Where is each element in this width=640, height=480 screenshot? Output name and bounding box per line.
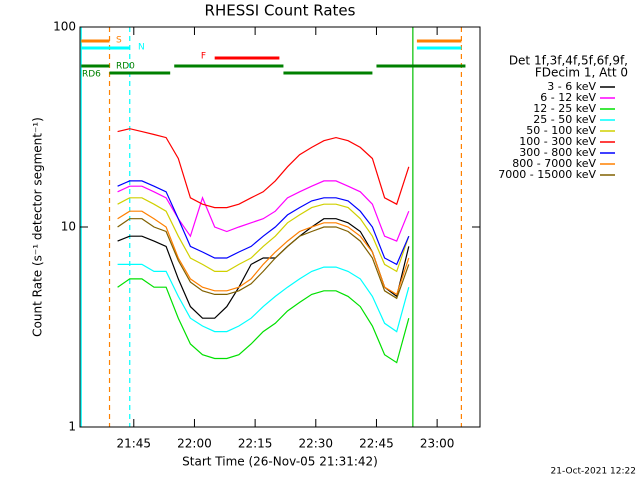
x-tick-label: 22:15 [238,437,273,451]
x-tick-label: 22:00 [177,437,212,451]
y-tick-label: 10 [61,220,76,234]
series-line [117,218,410,319]
x-tick-label: 23:00 [420,437,455,451]
legend-label: 50 - 100 keV [526,124,596,137]
y-tick-label: 1 [68,420,76,434]
legend-label: 25 - 50 keV [533,113,596,126]
legend-label: 6 - 12 keV [540,91,596,104]
legend-header: FDecim 1, Att 0 [535,66,628,80]
legend-label: 300 - 800 keV [519,146,596,159]
series-line [117,180,410,266]
legend-label: 3 - 6 keV [547,80,596,93]
status-label: F [201,52,206,62]
series-line [117,180,410,242]
footer: 21-Oct-2021 12:22 [551,467,636,477]
legend-label: 12 - 25 keV [533,102,596,115]
x-tick-label: 22:45 [359,437,394,451]
legend-label: 800 - 7000 keV [512,157,596,170]
series-line [117,197,410,273]
series-line [117,263,410,333]
legend-header: Det 1f,3f,4f,5f,6f,9f, [509,54,628,68]
x-tick-label: 21:45 [116,437,151,451]
chart-title: RHESSI Count Rates [205,2,356,20]
legend-label: 100 - 300 keV [519,135,596,148]
x-axis-label: Start Time (26-Nov-05 21:31:42) [182,455,378,469]
series-line [117,128,410,209]
status-label: N [138,43,145,53]
series-line [117,210,410,296]
status-label: S [116,36,122,46]
y-axis-label: Count Rate (s⁻¹ detector segment⁻¹) [31,117,45,337]
y-tick-label: 100 [53,20,76,34]
status-label: RD6 [82,70,101,80]
series-line [117,218,410,300]
status-label: RD0 [116,62,135,72]
x-tick-label: 22:30 [298,437,333,451]
series-line [117,278,410,364]
legend-label: 7000 - 15000 keV [498,168,596,181]
